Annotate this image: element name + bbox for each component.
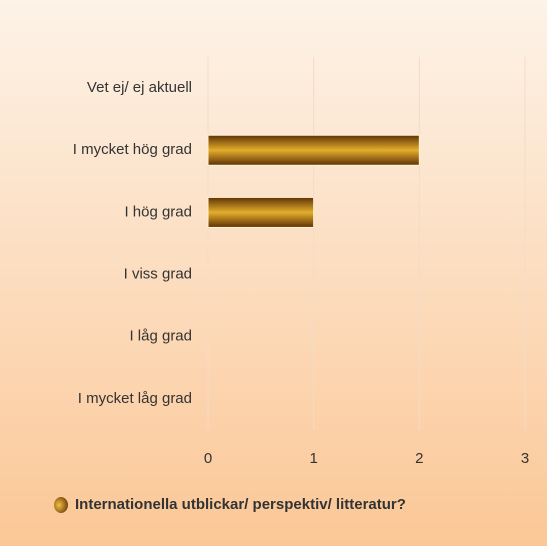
y-tick-label: I låg grad bbox=[129, 328, 192, 345]
y-tick-label: I mycket låg grad bbox=[78, 390, 192, 407]
bar bbox=[207, 134, 420, 166]
x-tick-label: 3 bbox=[521, 450, 529, 467]
x-tick-label: 0 bbox=[204, 450, 212, 467]
y-tick-label: Vet ej/ ej aktuell bbox=[87, 79, 192, 96]
bar bbox=[207, 196, 315, 228]
legend-text: Internationella utblickar/ perspektiv/ l… bbox=[75, 496, 406, 513]
y-tick-label: I hög grad bbox=[124, 203, 192, 220]
y-tick-label: I mycket hög grad bbox=[73, 141, 192, 158]
x-tick-label: 2 bbox=[415, 450, 423, 467]
legend-swatch bbox=[54, 497, 68, 513]
x-tick-label: 1 bbox=[309, 450, 317, 467]
y-tick-label: I viss grad bbox=[124, 266, 192, 283]
